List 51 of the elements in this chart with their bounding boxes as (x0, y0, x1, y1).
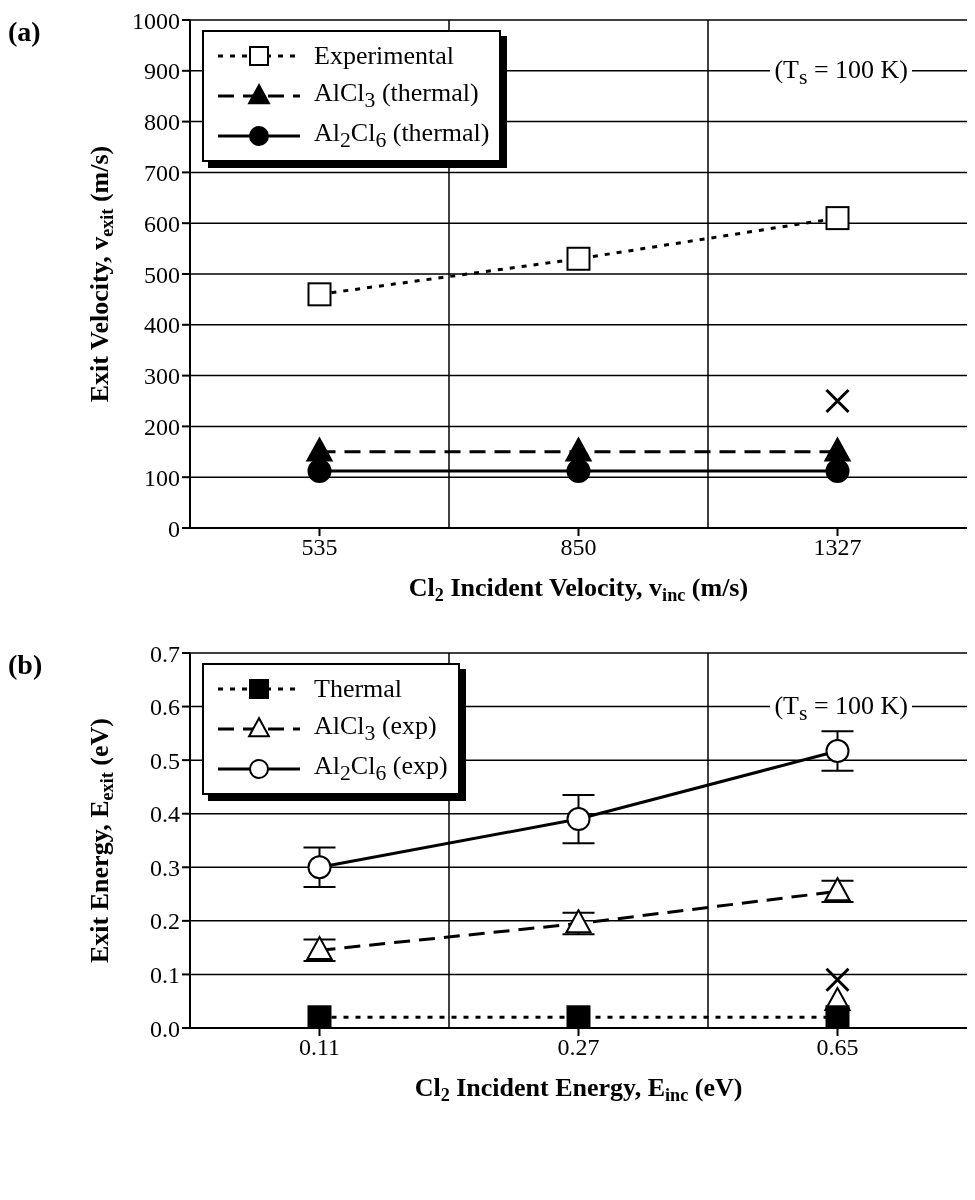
y-tick-label: 0.4 (150, 801, 180, 828)
point (825, 388, 850, 414)
point (566, 807, 591, 832)
legend-label: Experimental (314, 41, 455, 71)
chart-title: (b) (8, 649, 43, 681)
x-tick-label: 0.27 (557, 1034, 600, 1061)
y-tick-label: 600 (144, 210, 180, 237)
legend-label: Thermal (314, 674, 403, 704)
point (566, 459, 591, 484)
legend-label: AlCl$_{3}$ (thermal) (314, 78, 479, 114)
legend-label: Al$_{2}$Cl$_{6}$ (exp) (314, 751, 448, 787)
point (566, 246, 591, 271)
point (307, 1005, 332, 1028)
x-axis-title: Cl$_{2}$ Incident Velocity, v$_{inc}$ (m/s) (408, 573, 749, 605)
x-axis-title: Cl$_{2}$ Incident Energy, E$_{inc}$ (eV) (414, 1073, 743, 1105)
y-tick-label: 300 (144, 363, 180, 390)
x-tick-label: 535 (301, 534, 338, 561)
x-tick-label: 850 (560, 534, 597, 561)
point (825, 459, 850, 484)
y-tick-label: 0.3 (150, 854, 180, 881)
y-tick-label: 500 (144, 261, 180, 288)
y-tick-label: 0.2 (150, 908, 180, 935)
y-tick-label: 0 (168, 515, 180, 542)
y-tick-label: 100 (144, 464, 180, 491)
y-tick-label: 0.0 (150, 1015, 180, 1042)
annotation: (T$_{s}$ = 100 K) (774, 54, 908, 89)
x-tick-label: 0.65 (816, 1034, 859, 1061)
y-tick-label: 900 (144, 58, 180, 85)
y-tick-label: 700 (144, 159, 180, 186)
chart-title: (a) (8, 16, 41, 48)
y-tick-label: 0.7 (150, 640, 180, 667)
point (825, 967, 850, 993)
legend-label: Al$_{2}$Cl$_{6}$ (thermal) (314, 118, 490, 154)
annotation: (T$_{s}$ = 100 K) (774, 690, 908, 725)
y-tick-label: 200 (144, 413, 180, 440)
legend-label: AlCl$_{3}$ (exp) (314, 711, 437, 747)
point (825, 739, 850, 764)
point (307, 855, 332, 880)
y-tick-label: 1000 (132, 7, 180, 34)
y-tick-label: 400 (144, 312, 180, 339)
y-tick-label: 0.1 (150, 961, 180, 988)
point (307, 459, 332, 484)
y-tick-label: 0.6 (150, 694, 180, 721)
point (825, 206, 850, 231)
point (825, 1005, 850, 1028)
point (307, 282, 332, 307)
point (566, 1005, 591, 1028)
y-tick-label: 800 (144, 109, 180, 136)
y-tick-label: 0.5 (150, 747, 180, 774)
x-tick-label: 1327 (813, 534, 862, 561)
x-tick-label: 0.11 (298, 1034, 341, 1061)
